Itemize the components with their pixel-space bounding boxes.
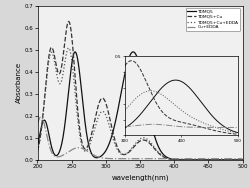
Line: Cu+EDDA: Cu+EDDA <box>38 117 242 159</box>
Line: TDMQ5: TDMQ5 <box>38 52 242 160</box>
Cu+EDDA <box>36 123 39 125</box>
TDMQ5+Cu <box>119 152 122 154</box>
TDMQ5+Cu+EDDA <box>196 159 199 161</box>
TDMQ5+Cu <box>36 149 39 152</box>
TDMQ5 <box>200 159 203 161</box>
Cu+EDDA <box>168 158 171 160</box>
TDMQ5+Cu <box>196 159 199 161</box>
TDMQ5 <box>74 51 76 53</box>
TDMQ5+Cu+EDDA <box>177 159 180 161</box>
TDMQ5+Cu+EDDA <box>36 150 39 152</box>
TDMQ5 <box>196 159 199 161</box>
TDMQ5 <box>177 158 180 161</box>
TDMQ5+Cu+EDDA <box>126 151 130 153</box>
Cu+EDDA <box>200 158 203 160</box>
TDMQ5+Cu <box>57 72 60 74</box>
TDMQ5 <box>57 153 60 155</box>
TDMQ5+Cu+EDDA <box>67 47 70 49</box>
TDMQ5+Cu <box>177 159 180 161</box>
TDMQ5+Cu+EDDA <box>119 153 122 155</box>
TDMQ5 <box>119 95 122 97</box>
TDMQ5+Cu <box>241 159 244 161</box>
Cu+EDDA <box>40 116 42 118</box>
Cu+EDDA <box>126 158 130 160</box>
Cu+EDDA <box>119 158 122 160</box>
Cu+EDDA <box>241 158 244 160</box>
TDMQ5+Cu+EDDA <box>241 159 244 161</box>
TDMQ5+Cu <box>126 152 130 154</box>
Legend: TDMQ5, TDMQ5+Cu, TDMQ5+Cu+EDDA, Cu+EDDA: TDMQ5, TDMQ5+Cu, TDMQ5+Cu+EDDA, Cu+EDDA <box>186 8 240 31</box>
Line: TDMQ5+Cu: TDMQ5+Cu <box>38 21 242 160</box>
TDMQ5+Cu+EDDA <box>200 159 203 161</box>
Line: TDMQ5+Cu+EDDA: TDMQ5+Cu+EDDA <box>38 48 242 160</box>
Cu+EDDA <box>57 156 60 158</box>
Cu+EDDA <box>177 158 180 160</box>
Y-axis label: Absorbance: Absorbance <box>16 62 22 103</box>
TDMQ5+Cu <box>67 20 70 23</box>
TDMQ5 <box>126 60 130 62</box>
TDMQ5 <box>36 144 39 147</box>
TDMQ5+Cu <box>200 159 203 161</box>
TDMQ5+Cu+EDDA <box>57 80 60 83</box>
Cu+EDDA <box>196 158 199 160</box>
X-axis label: wavelength(nm): wavelength(nm) <box>111 174 169 181</box>
TDMQ5 <box>241 159 244 161</box>
